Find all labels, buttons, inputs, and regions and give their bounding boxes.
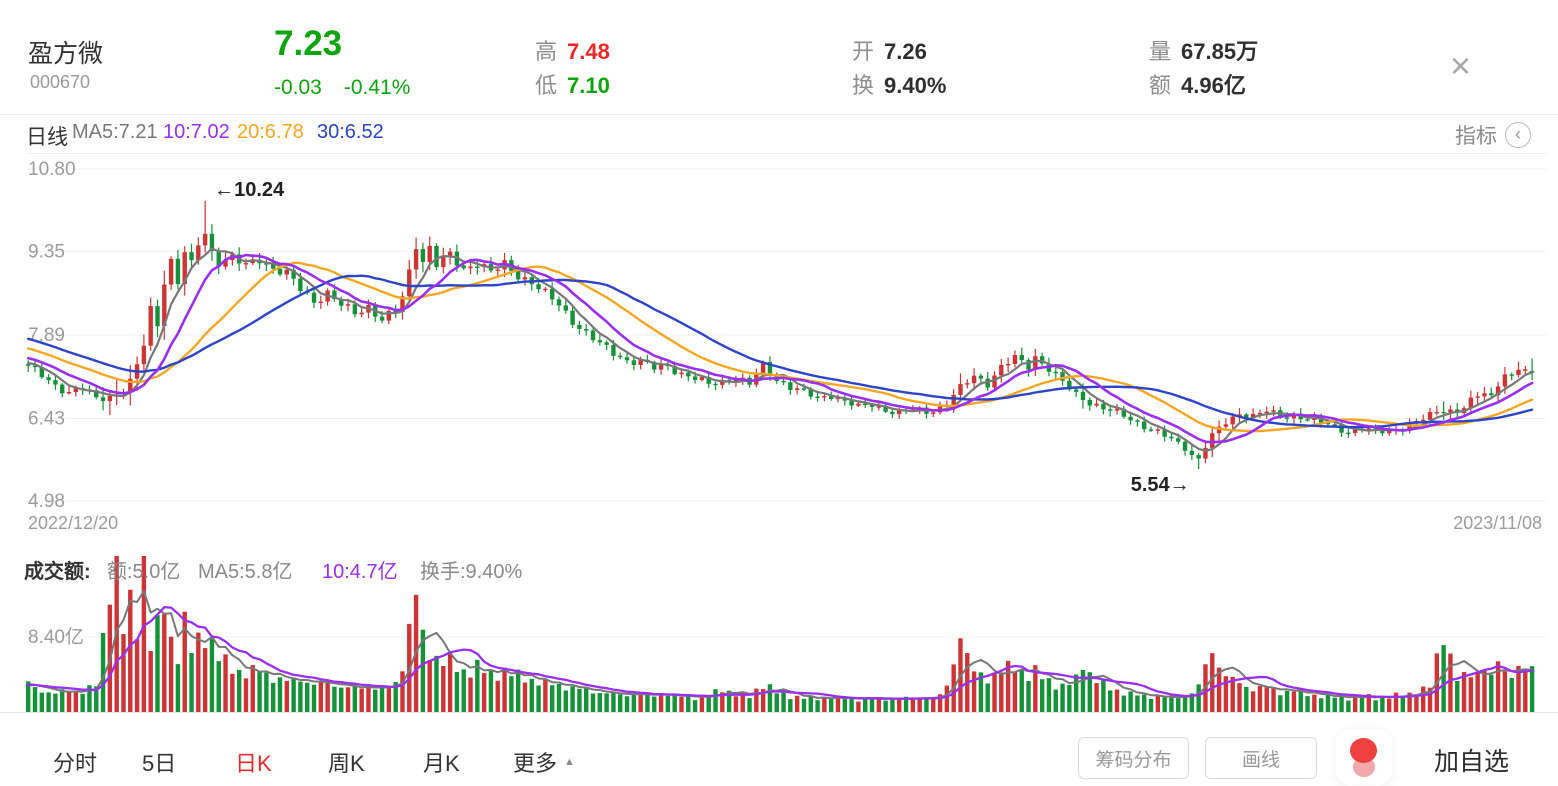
tab-monthly-k[interactable]: 月K	[423, 751, 460, 776]
volume-turnover: 换手:9.40%	[420, 561, 523, 583]
tab-minute[interactable]: 分时	[53, 751, 98, 776]
red-dot-icon[interactable]	[1336, 729, 1392, 785]
stat-volume: 量 67.85万	[1149, 39, 1259, 64]
red-dot	[1350, 738, 1377, 763]
svg-text:10.80: 10.80	[28, 159, 76, 180]
close-icon[interactable]: ×	[1450, 45, 1472, 86]
price-change-row: -0.03 -0.41%	[274, 76, 410, 100]
add-watchlist-button[interactable]: 加自选	[1434, 748, 1510, 776]
svg-text:←10.24: ←10.24	[214, 179, 285, 201]
svg-text:6.43: 6.43	[28, 408, 65, 429]
chip-distribution-button[interactable]: 筹码分布	[1078, 737, 1189, 779]
chevron-left-circle-icon: ‹	[1505, 122, 1531, 148]
more-label: 更多	[513, 751, 558, 776]
indicator-button[interactable]: 指标 ‹	[1455, 120, 1531, 150]
tab-daily-k[interactable]: 日K	[235, 751, 272, 776]
svg-text:4.98: 4.98	[28, 491, 65, 512]
ma-legend-row: 日线 MA5:7.21 10:7.02 20:6.78 30:6.52 指标 ‹	[0, 115, 1558, 153]
volume-bar-chart[interactable]: 8.40亿	[0, 552, 1558, 716]
volume-ma10: 10:4.7亿	[322, 561, 398, 583]
caret-up-icon: ▲	[564, 756, 575, 768]
volume-legend-row: 成交额: 额:5.0亿 MA5:5.8亿 10:4.7亿 换手:9.40%	[0, 555, 1558, 583]
svg-text:8.40亿: 8.40亿	[28, 626, 84, 648]
volume-ma5: MA5:5.8亿	[198, 561, 293, 583]
stat-high: 高 7.48	[535, 39, 610, 64]
tab-5day[interactable]: 5日	[142, 751, 177, 776]
bottom-tabbar: 分时 5日 日K 周K 月K 更多 ▲	[0, 730, 1558, 786]
price-change: -0.03	[274, 76, 322, 99]
draw-line-button[interactable]: 画线	[1205, 737, 1317, 779]
svg-text:9.35: 9.35	[28, 242, 65, 263]
ma30-legend: 30:6.52	[317, 121, 384, 143]
date-range-start: 2022/12/20	[28, 513, 119, 533]
volume-pane-title: 成交额:	[24, 561, 91, 583]
stat-open: 开 7.26	[852, 39, 927, 64]
svg-text:5.54→: 5.54→	[1131, 474, 1190, 496]
volume-amount: 额:5.0亿	[107, 561, 181, 583]
stock-header: 盈方微 000670 7.23 -0.03 -0.41% 高 7.48 低 7.…	[0, 0, 1558, 115]
stat-low: 低 7.10	[535, 73, 610, 98]
indicator-label: 指标	[1455, 125, 1497, 148]
price-change-percent: -0.41%	[343, 76, 411, 99]
stock-code: 000670	[30, 72, 91, 92]
stat-amount: 额 4.96亿	[1149, 73, 1246, 98]
stock-name: 盈方微	[28, 40, 104, 68]
tab-weekly-k[interactable]: 周K	[328, 751, 365, 776]
ma20-legend: 20:6.78	[237, 121, 304, 143]
current-price: 7.23	[274, 24, 343, 63]
period-label: 日线	[26, 126, 68, 149]
date-range-end: 2023/11/08	[1453, 513, 1542, 533]
ma5-legend: MA5:7.21	[72, 121, 158, 143]
ma10-legend: 10:7.02	[163, 121, 230, 143]
stat-turnover-rate: 换 9.40%	[852, 73, 947, 98]
tab-more[interactable]: 更多 ▲	[513, 746, 575, 778]
price-candlestick-chart[interactable]: 10.80 9.35 7.89 6.43 4.98 ←10.24 5.54→	[0, 153, 1558, 552]
svg-text:7.89: 7.89	[28, 325, 65, 346]
